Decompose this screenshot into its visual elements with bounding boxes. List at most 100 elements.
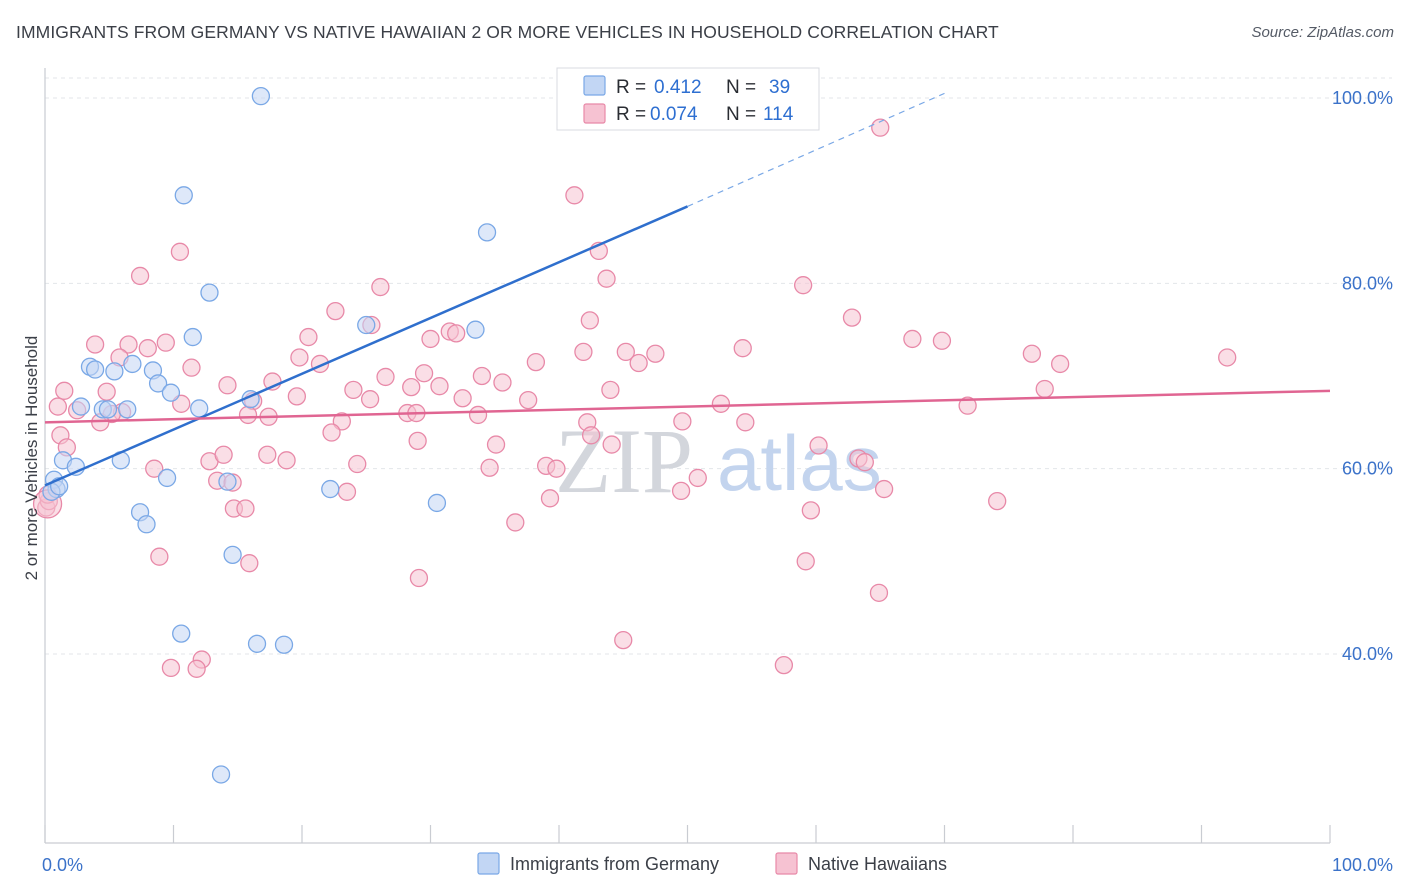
legend-germany-swatch [477,852,500,875]
legend-germany-label: Immigrants from Germany [510,854,719,874]
native-hawaiians-point [55,381,74,400]
germany-point [274,635,294,654]
germany-point [190,399,209,418]
native-hawaiians-point [145,459,164,478]
native-hawaiians-point [447,324,466,343]
native-hawaiians-point [597,269,616,288]
native-hawaiians-point [97,382,116,401]
y-tick-label: 100.0% [1332,88,1393,108]
native-hawaiians-point [130,266,150,286]
native-hawaiians-point [322,423,341,442]
germany-n-label: N = [726,77,756,98]
native-hawaiians-point [182,358,201,377]
native-hawaiians-point [711,394,731,413]
native-hawaiians-point [574,342,593,362]
native-hawaiians-point [156,333,175,352]
native-hawaiians-point [629,353,648,373]
native-hawaiians-point [238,405,258,425]
native-hawaiians-point [794,276,813,295]
native-hawaiians-point [402,377,421,397]
native-hawaiians-point [809,436,828,455]
germany-point [321,479,340,499]
native-hawaiians-point [616,342,635,362]
native-hawaiians-point [796,552,815,571]
stats-legend: R = 0.412 N = 39 R = 0.074 N = 114 [556,67,820,131]
native-hawaiians-point [348,454,367,474]
native-hawaiians-point [774,655,794,675]
watermark-zip: ZIP [555,410,693,512]
x-tick-label-start: 0.0% [42,855,83,875]
germany-point [174,186,193,205]
native-hawaiians-point [855,453,874,472]
hawaiian-n-value: 114 [763,104,794,125]
native-hawaiians-point [733,339,752,358]
native-hawaiians-point [547,459,566,478]
native-hawaiians-point [688,468,707,488]
native-hawaiians-point [1218,348,1237,367]
germany-point [477,223,497,242]
native-hawaiians-point [565,186,584,205]
germany-point [172,624,191,643]
germany-point [137,515,156,534]
germany-point [123,354,142,374]
chart-title: IMMIGRANTS FROM GERMANY VS NATIVE HAWAII… [16,22,999,42]
native-hawaiians-point [1051,354,1070,374]
native-hawaiians-point [299,327,318,347]
legend-hawaiian-swatch [775,852,798,875]
germany-swatch [583,75,606,96]
germany-point [148,374,168,393]
native-hawaiians-point [376,367,395,387]
native-hawaiians-point [601,380,620,400]
native-hawaiians-point [138,339,157,358]
germany-point [223,545,242,564]
source-label: Source: ZipAtlas.com [1251,24,1394,41]
germany-n-value: 39 [769,77,790,98]
native-hawaiians-point [602,435,621,454]
native-hawaiians-point [673,412,692,431]
germany-point [200,283,219,302]
native-hawaiians-point [874,479,894,499]
native-hawaiians-point [480,458,499,477]
germany-r-value: 0.412 [654,77,702,98]
native-hawaiians-point [344,380,363,400]
germany-point [218,472,237,491]
native-hawaiians-point [468,405,488,425]
native-hawaiians-point [581,426,601,445]
native-hawaiians-point [842,308,862,327]
y-tick-label: 40.0% [1342,644,1393,664]
x-tick-labels: 0.0% 100.0% [42,855,1393,875]
native-hawaiians-point [48,397,67,416]
native-hawaiians-point [958,396,977,415]
x-tick-label-end: 100.0% [1332,855,1393,875]
germany-point [211,765,231,784]
native-hawaiians-point [506,513,525,532]
germany-point [247,634,267,653]
native-hawaiians-point [736,413,755,432]
germany-point [183,327,202,347]
native-hawaiians-point [277,451,296,470]
native-hawaiians-point [187,659,206,678]
native-hawaiians-point [161,658,181,678]
native-hawaiians-point [453,389,472,408]
hawaiian-trend-line [44,389,1331,424]
native-hawaiians-point [360,390,380,409]
hawaiian-r-value: 0.074 [650,104,698,125]
hawaiian-swatch [583,103,606,124]
native-hawaiians-point [326,301,345,321]
native-hawaiians-point [903,329,922,349]
germany-r-label: R = [616,77,646,98]
germany-point [105,362,124,381]
native-hawaiians-point [421,329,440,349]
native-hawaiians-point [409,568,429,588]
germany-point [161,383,181,402]
native-hawaiians-point [519,390,538,410]
germany-point [466,320,485,339]
native-hawaiians-point [580,311,599,330]
native-hawaiians-point [430,377,449,396]
native-hawaiians-point [1035,379,1054,399]
native-hawaiians-point [472,366,492,386]
native-hawaiians-point [540,489,560,508]
y-tick-labels: 40.0% 60.0% 80.0% 100.0% [1332,88,1393,664]
germany-point [427,493,447,513]
germany-trend-extension [687,92,945,207]
